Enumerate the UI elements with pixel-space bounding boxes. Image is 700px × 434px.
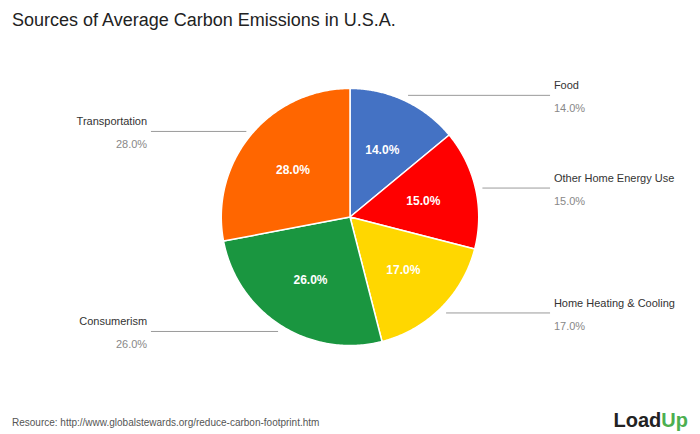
svg-text:28.0%: 28.0% bbox=[276, 163, 310, 177]
svg-text:17.0%: 17.0% bbox=[554, 320, 585, 332]
html-text:Resource: http://www.globalste: Resource: http://www.globalstewards.org/… bbox=[12, 417, 320, 428]
svg-text:15.0%: 15.0% bbox=[554, 195, 585, 207]
svg-text:Consumerism: Consumerism bbox=[79, 315, 147, 327]
svg-text:Home Heating & Cooling: Home Heating & Cooling bbox=[554, 297, 675, 309]
svg-text:28.0%: 28.0% bbox=[116, 138, 147, 150]
svg-text:17.0%: 17.0% bbox=[386, 263, 420, 277]
svg-text:15.0%: 15.0% bbox=[406, 194, 440, 208]
svg-text:26.0%: 26.0% bbox=[293, 273, 327, 287]
html-text:Sources of Average Carbon Emis: Sources of Average Carbon Emissions in U… bbox=[12, 10, 396, 30]
svg-text:Other Home Energy Use: Other Home Energy Use bbox=[554, 172, 674, 184]
html-text:Load Up: Load Up bbox=[613, 409, 688, 431]
svg-text:14.0%: 14.0% bbox=[554, 102, 585, 114]
svg-text:Food: Food bbox=[554, 79, 579, 91]
svg-text:Transportation: Transportation bbox=[77, 115, 148, 127]
svg-text:14.0%: 14.0% bbox=[365, 143, 399, 157]
svg-text:26.0%: 26.0% bbox=[116, 338, 147, 350]
